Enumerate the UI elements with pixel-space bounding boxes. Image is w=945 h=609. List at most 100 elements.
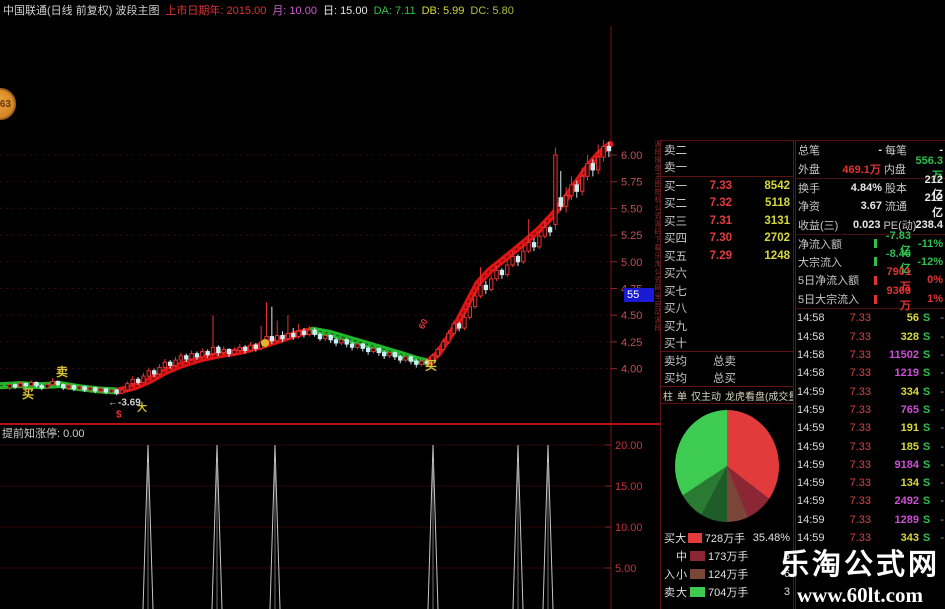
candle xyxy=(531,242,537,248)
pie-panel xyxy=(661,403,793,528)
candle xyxy=(157,367,162,375)
main-chart-svg[interactable]: 6.005.755.505.255.004.754.504.254.00卖买买←… xyxy=(0,0,660,609)
order-book-row[interactable]: 买五 7.29 1248 xyxy=(664,249,790,263)
candle xyxy=(382,352,387,357)
price-axis-label: 5.00 xyxy=(621,257,642,269)
candle xyxy=(82,386,87,391)
candle xyxy=(168,361,173,366)
candle xyxy=(307,329,312,335)
price-axis-label: 4.00 xyxy=(621,364,642,376)
signal-spike xyxy=(269,444,281,609)
chart-marker: 大 xyxy=(137,401,147,414)
averages-row: 买均 总买 xyxy=(664,373,736,386)
candle xyxy=(323,334,328,340)
candle xyxy=(248,344,253,351)
signal-spike xyxy=(211,444,223,609)
candle xyxy=(542,227,547,237)
title-segment: DC: 5.80 xyxy=(470,5,514,17)
title-segment: DA: 7.11 xyxy=(373,5,416,17)
candle xyxy=(451,323,456,334)
sub-indicator-label: 提前知涨停: 0.00 xyxy=(2,428,85,440)
candle xyxy=(579,175,585,192)
candle xyxy=(103,388,109,393)
candle xyxy=(173,359,178,366)
order-book-row[interactable]: 买一 7.33 8542 xyxy=(664,179,790,193)
candle xyxy=(66,385,71,389)
candle xyxy=(119,389,125,394)
watermark-url: www.60lt.com xyxy=(797,583,923,607)
candle xyxy=(71,385,77,390)
candle xyxy=(98,388,103,392)
order-book-row[interactable]: 买十 xyxy=(664,338,687,351)
candle xyxy=(216,346,221,354)
order-book-row[interactable]: 买二 7.32 5118 xyxy=(664,197,790,211)
candle xyxy=(505,264,510,276)
sub-axis-label: 20.00 xyxy=(615,440,643,452)
candle xyxy=(130,378,135,385)
tab-仅主动[interactable]: 仅主动 xyxy=(691,391,721,403)
candle xyxy=(590,163,596,171)
candle xyxy=(563,195,569,207)
transaction-row: 14:58 7.33 328 S - xyxy=(797,330,944,343)
candle xyxy=(146,370,152,377)
order-book-panel: 卖二卖一 买一 7.33 8542 买二 7.32 5118 买三 7.31 3131 买四 7.3… xyxy=(660,140,794,609)
candle xyxy=(162,361,168,369)
candle xyxy=(371,347,376,353)
candle xyxy=(28,381,34,387)
candle xyxy=(408,356,414,362)
title-segment: DB: 5.99 xyxy=(421,5,465,17)
stat-row: 总笔 - 每笔 - xyxy=(798,144,943,158)
candle xyxy=(237,346,242,351)
candle xyxy=(419,360,424,365)
candle xyxy=(606,145,612,152)
title-bar: 中国联通(日线 前复权) 波段主图 上市日期年: 2015.00 月: 10.00 日… xyxy=(3,2,520,18)
price-axis-label: 4.25 xyxy=(621,337,642,349)
watermark-site-name: 乐淘公式网 xyxy=(779,549,940,581)
title-segment: 上市日期年: 2015.00 xyxy=(165,5,267,17)
transaction-row: 14:58 7.33 1219 S - xyxy=(797,367,944,380)
price-axis-label: 6.00 xyxy=(621,150,642,162)
price-axis-label: 5.25 xyxy=(621,230,642,242)
transaction-row: 14:59 7.33 343 S - xyxy=(797,532,944,545)
order-book-row[interactable]: 买七 xyxy=(664,285,687,298)
order-book-row[interactable]: 买九 xyxy=(664,320,687,333)
candle xyxy=(39,385,44,389)
tab-单[interactable]: 单 xyxy=(677,391,687,403)
tab-龙虎看盘(成交量形[interactable]: 龙虎看盘(成交量形 xyxy=(725,391,793,403)
candle xyxy=(114,389,119,394)
candle xyxy=(77,386,82,390)
tab-柱[interactable]: 柱 xyxy=(663,391,673,403)
candle xyxy=(414,360,419,365)
candle xyxy=(226,348,232,355)
legend-swatch xyxy=(690,569,705,579)
candle xyxy=(349,343,355,348)
sub-axis-label: 5.00 xyxy=(615,563,636,575)
candle xyxy=(435,348,440,357)
candle xyxy=(178,355,184,361)
order-book-row[interactable]: 买六 xyxy=(664,268,687,281)
sell-levels: 卖二 卖一 xyxy=(661,141,793,176)
candle xyxy=(184,355,189,360)
order-book-row[interactable]: 买八 xyxy=(664,303,687,316)
price-axis-label: 5.50 xyxy=(621,203,642,215)
candle xyxy=(7,384,12,389)
transaction-list[interactable]: 14:58 7.33 56 S - 14:58 7.33 328 S - 14:58 7.33 1150… xyxy=(796,308,945,547)
chart-marker: ←-3.69 xyxy=(108,398,141,409)
order-book-row[interactable]: 买三 7.31 3131 xyxy=(664,214,790,228)
transaction-row: 14:59 7.33 334 S - xyxy=(797,385,944,398)
candle xyxy=(515,255,521,263)
candle xyxy=(478,284,483,297)
candle xyxy=(355,343,360,348)
candle xyxy=(61,384,66,389)
candle xyxy=(55,380,61,386)
transaction-row: 14:59 7.33 2492 S - xyxy=(797,495,944,508)
order-book-row[interactable]: 卖二 xyxy=(664,144,687,157)
order-book-row[interactable]: 买四 7.30 2702 xyxy=(664,232,790,246)
stat-row: 大宗流入 -8.46亿 -12% xyxy=(798,247,943,275)
candle xyxy=(87,387,93,391)
legend-row: 买大 728万手 35.48% xyxy=(664,532,791,545)
order-book-row[interactable]: 卖一 xyxy=(664,162,687,175)
candle xyxy=(585,163,590,177)
